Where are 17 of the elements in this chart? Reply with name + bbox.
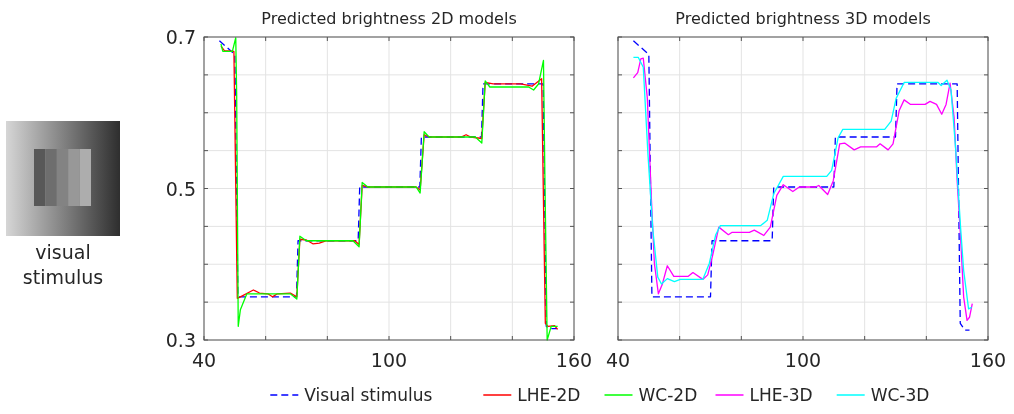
y-tick-label: 0.7: [165, 26, 196, 48]
chart-title: Predicted brightness 3D models: [675, 9, 931, 28]
legend-label: Visual stimulus: [304, 385, 433, 405]
x-tick-label: 40: [605, 349, 631, 371]
legend-label: LHE-3D: [749, 385, 813, 405]
legend-label: LHE-2D: [517, 385, 581, 405]
chart-title: Predicted brightness 2D models: [261, 9, 517, 28]
text: visual stimulus: [22, 241, 104, 288]
x-tick-label: 40: [191, 349, 217, 371]
x-tick-label: 100: [784, 349, 822, 371]
y-tick-label: 0.3: [165, 329, 196, 351]
x-tick-label: 160: [555, 349, 593, 371]
legend-label: WC-2D: [638, 385, 698, 405]
x-tick-label: 100: [370, 349, 408, 371]
x-tick-label: 160: [969, 349, 1007, 371]
legend-label: WC-3D: [870, 385, 930, 405]
y-tick-label: 0.5: [165, 177, 196, 200]
